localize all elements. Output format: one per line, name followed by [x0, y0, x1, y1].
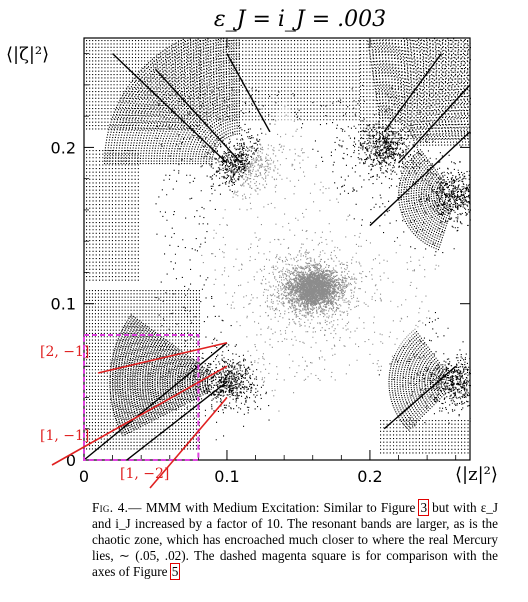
chart-overlay: 0 0.1 0.2 0 0.1 0.2 [2, −1] [1, −1] [1, −2] — [40, 37, 471, 489]
resonance-arrow — [149, 396, 228, 489]
y-axis-label: ⟨|ζ|²⟩ — [6, 44, 49, 65]
separatrix-line — [369, 131, 471, 227]
caption-text-2: but with ε_J and i_J increased by a fact… — [92, 500, 498, 579]
figure-3-link[interactable]: 3 — [418, 499, 430, 516]
chart-title: ε_J = i_J = .003 — [214, 7, 386, 32]
scatter-points — [83, 38, 471, 461]
separatrix-line — [383, 365, 457, 430]
separatrix-line — [83, 342, 228, 461]
x-tick-label: 0.2 — [357, 467, 382, 486]
scatter-dots — [86, 38, 471, 454]
separatrix-line — [126, 381, 228, 461]
plot-frame — [83, 37, 471, 461]
separatrix-line — [226, 53, 271, 133]
resonance-arrow — [51, 365, 228, 466]
y-tick-label: 0.1 — [51, 295, 76, 314]
caption-text-1: MMM with Medium Excitation: Similar to F… — [141, 500, 420, 515]
x-tick-label: 0 — [79, 467, 89, 486]
y-tick-label: 0 — [66, 451, 76, 470]
separatrix-line — [154, 68, 242, 164]
separatrix-line — [383, 53, 442, 133]
x-axis-label: ⟨|z|²⟩ — [455, 464, 498, 485]
figure-chart: 0 0.1 0.2 0 0.1 0.2 [2, −1] [1, −1] [1, −2] ε_J … — [6, 7, 498, 489]
resonance-arrow — [97, 341, 228, 374]
resonance-label: [1, −1] — [40, 428, 89, 444]
resonance-label: [1, −2] — [120, 466, 169, 482]
separatrix-line — [112, 53, 228, 164]
figure-caption: Fig. 4.— MMM with Medium Excitation: Sim… — [92, 499, 498, 580]
separatrix-line — [398, 84, 471, 164]
chaotic-sea-region — [198, 100, 471, 460]
y-tick-label: 0.2 — [51, 138, 76, 157]
caption-figure-label: Fig. 4.— — [92, 500, 142, 515]
figure-5-link[interactable]: 5 — [169, 563, 181, 580]
resonance-label: [2, −1] — [40, 344, 89, 360]
x-tick-label: 0.1 — [214, 467, 239, 486]
dashed-comparison-square — [83, 333, 200, 461]
